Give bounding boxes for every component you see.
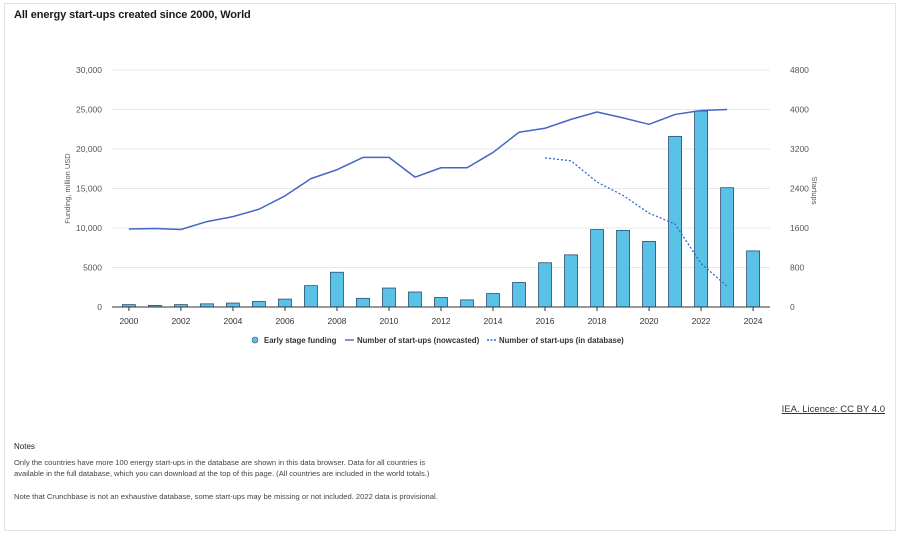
bar bbox=[252, 301, 266, 308]
y-tick-label-left: 20,000 bbox=[76, 144, 102, 154]
y-tick-label-right: 1600 bbox=[790, 223, 809, 233]
x-tick-label: 2016 bbox=[536, 316, 555, 326]
bar bbox=[330, 271, 344, 308]
x-tick-label: 2006 bbox=[275, 316, 294, 326]
y-tick-label-right: 0 bbox=[790, 302, 795, 312]
y-tick-label-left: 10,000 bbox=[76, 223, 102, 233]
y-tick-label-left: 5000 bbox=[83, 263, 102, 273]
x-tick-label: 2004 bbox=[223, 316, 242, 326]
y-tick-label-right: 4800 bbox=[790, 65, 809, 75]
bar bbox=[278, 298, 292, 308]
bar bbox=[356, 297, 370, 308]
notes-heading: Notes bbox=[14, 442, 35, 451]
legend: Early stage funding Number of start-ups (… bbox=[251, 336, 624, 345]
bar bbox=[564, 254, 578, 308]
legend-label: Number of start-ups (in database) bbox=[499, 336, 624, 345]
line-series bbox=[128, 108, 728, 287]
x-tick-label: 2010 bbox=[380, 316, 399, 326]
bar bbox=[460, 299, 474, 308]
bar bbox=[642, 241, 656, 308]
y-tick-label-right: 800 bbox=[790, 263, 804, 273]
chart-svg: 0 5000 10,000 15,000 20,000 25,000 30,000 0 800 1… bbox=[63, 65, 819, 345]
y-tick-label-left: 30,000 bbox=[76, 65, 102, 75]
x-tick-label: 2014 bbox=[484, 316, 503, 326]
bar bbox=[694, 110, 708, 308]
y-axis-title-left: Funding, million USD bbox=[63, 153, 72, 224]
bar bbox=[304, 285, 318, 308]
gridlines bbox=[112, 69, 770, 268]
bar bbox=[408, 291, 422, 308]
axes: 0 5000 10,000 15,000 20,000 25,000 30,000 0 800 1… bbox=[63, 65, 819, 326]
x-tick-label: 2000 bbox=[119, 316, 138, 326]
legend-label: Early stage funding bbox=[264, 336, 337, 345]
bar bbox=[616, 229, 630, 308]
y-tick-label-right: 4000 bbox=[790, 105, 809, 115]
legend-swatch-bar bbox=[251, 336, 259, 344]
y-tick-label-left: 0 bbox=[97, 302, 102, 312]
y-axis-title-right: Startups bbox=[810, 177, 819, 205]
bar bbox=[668, 135, 682, 308]
bar bbox=[226, 302, 240, 308]
y-tick-label-right: 2400 bbox=[790, 184, 809, 194]
bar bbox=[434, 297, 448, 308]
x-tick-label: 2022 bbox=[692, 316, 711, 326]
line-nowcasted bbox=[128, 108, 728, 231]
notes-paragraph-1: Only the countries have more 100 energy … bbox=[14, 458, 430, 478]
notes-section: Notes Only the countries have more 100 e… bbox=[14, 441, 444, 514]
bar bbox=[486, 293, 500, 308]
x-tick-label: 2024 bbox=[744, 316, 763, 326]
y-tick-label-left: 25,000 bbox=[76, 105, 102, 115]
bar bbox=[538, 262, 552, 308]
license-link[interactable]: IEA. Licence: CC BY 4.0 bbox=[781, 404, 885, 415]
bar-series bbox=[122, 110, 760, 308]
bar bbox=[746, 250, 760, 308]
y-tick-label-left: 15,000 bbox=[76, 184, 102, 194]
x-tick-label: 2008 bbox=[328, 316, 347, 326]
bar bbox=[512, 282, 526, 308]
bar bbox=[590, 229, 604, 308]
y-tick-label-right: 3200 bbox=[790, 144, 809, 154]
x-tick-label: 2012 bbox=[432, 316, 451, 326]
notes-paragraph-2: Note that Crunchbase is not an exhaustiv… bbox=[14, 492, 438, 501]
x-tick-label: 2018 bbox=[588, 316, 607, 326]
bar bbox=[720, 187, 734, 308]
x-tick-label: 2002 bbox=[171, 316, 190, 326]
x-tick-label: 2020 bbox=[640, 316, 659, 326]
line-in-database bbox=[544, 157, 728, 287]
chart-title: All energy start-ups created since 2000,… bbox=[14, 9, 251, 21]
legend-label: Number of start-ups (nowcasted) bbox=[357, 336, 480, 345]
bar bbox=[382, 287, 396, 308]
